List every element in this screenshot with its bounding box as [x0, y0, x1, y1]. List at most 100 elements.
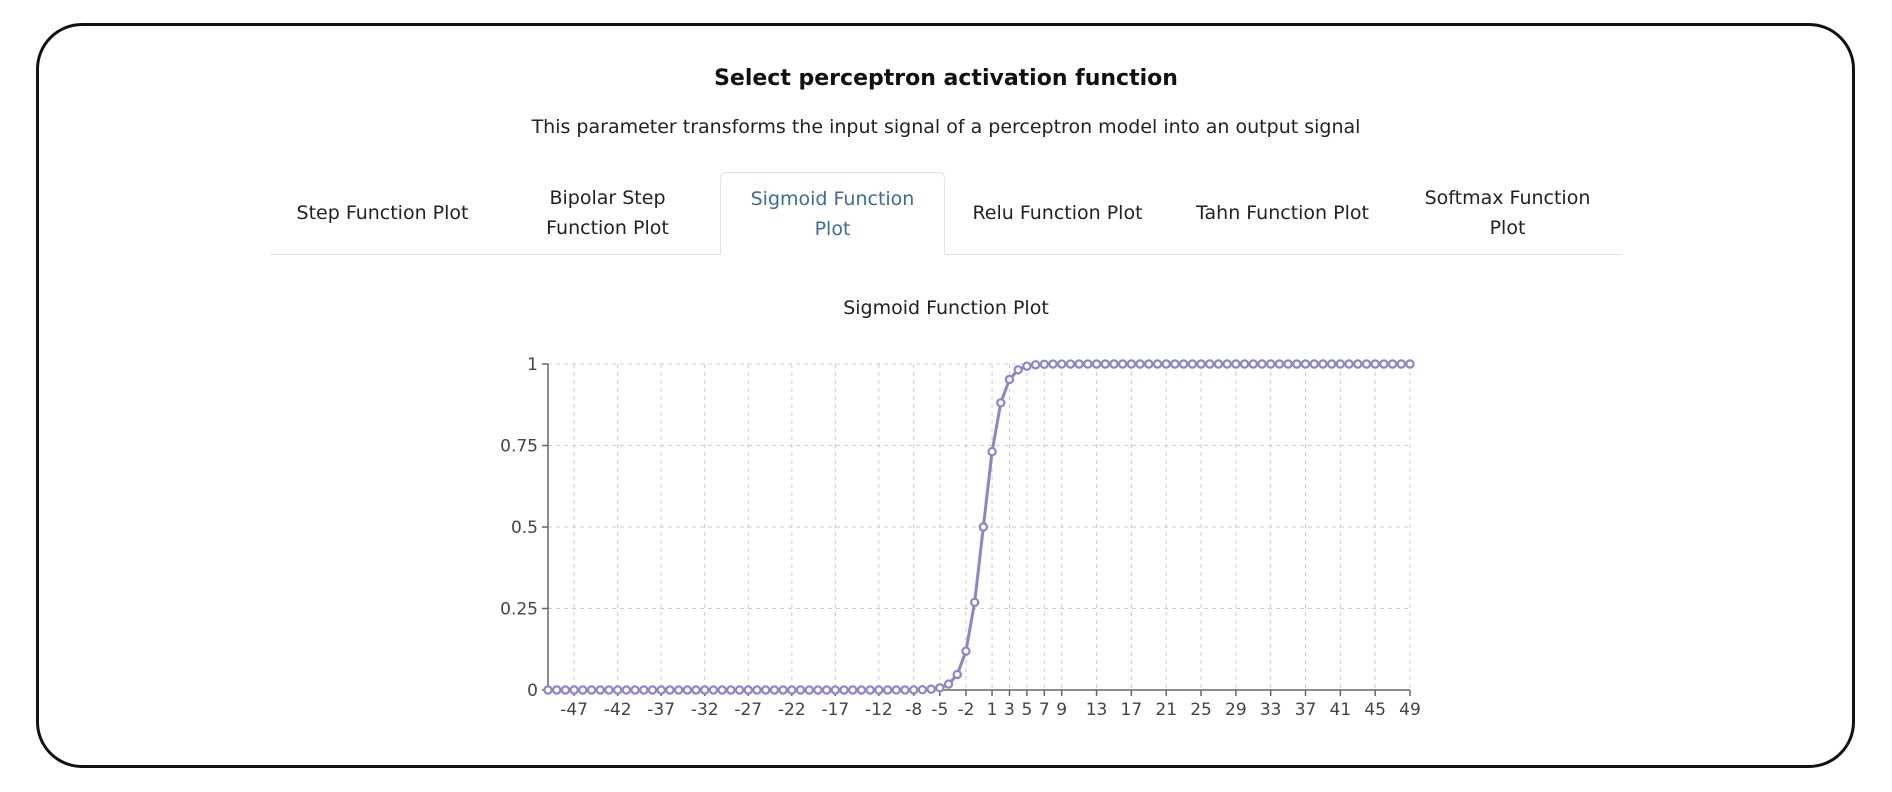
x-tick-label: -17	[821, 700, 849, 720]
x-tick-label: -27	[734, 700, 762, 720]
data-point	[586, 685, 597, 695]
data-point	[787, 685, 797, 695]
data-point	[917, 685, 928, 695]
x-tick-label: -2	[957, 700, 974, 720]
data-point	[639, 685, 649, 695]
data-point	[604, 685, 614, 695]
data-point	[734, 685, 745, 695]
page-subtitle: This parameter transforms the input sign…	[531, 116, 1361, 138]
data-point	[996, 398, 1006, 408]
x-tick-label: 13	[1086, 700, 1108, 720]
x-tick-label: -8	[905, 700, 922, 720]
data-point	[943, 679, 954, 689]
x-tick-label: 3	[1004, 700, 1015, 720]
data-point	[1396, 359, 1406, 369]
data-point	[813, 685, 823, 695]
x-tick-label: 37	[1295, 700, 1317, 720]
data-point	[1344, 359, 1354, 369]
y-tick-label: 1	[527, 355, 538, 375]
data-point	[769, 685, 780, 695]
card-frame	[36, 23, 1855, 768]
x-tick-label: -42	[604, 700, 632, 720]
data-point	[1048, 359, 1058, 369]
data-point	[839, 685, 849, 695]
data-point	[1039, 359, 1050, 369]
data-point	[673, 685, 684, 695]
data-point	[569, 685, 579, 695]
data-point	[1135, 359, 1145, 369]
data-point	[595, 685, 605, 695]
data-point	[708, 685, 719, 695]
data-point	[1152, 359, 1163, 369]
data-point	[1083, 359, 1093, 369]
tab-bar: Step Function Plot Bipolar Step Function…	[270, 172, 1622, 255]
data-point	[1004, 374, 1015, 385]
data-point	[665, 685, 675, 695]
x-tick-label: -47	[560, 700, 588, 720]
data-point	[1126, 359, 1137, 369]
data-point	[630, 685, 640, 695]
data-point	[1292, 359, 1302, 369]
data-point	[1091, 359, 1102, 369]
tab-sigmoid-function[interactable]: Sigmoid Function Plot	[720, 172, 945, 255]
data-point	[647, 685, 658, 695]
data-point	[900, 685, 910, 695]
data-point	[952, 669, 962, 680]
data-point	[969, 597, 980, 608]
data-point	[795, 685, 806, 695]
data-point	[1405, 359, 1415, 369]
data-point	[1013, 365, 1023, 375]
data-point	[882, 685, 893, 695]
data-point	[543, 685, 553, 695]
data-point	[978, 522, 989, 532]
data-point	[961, 646, 971, 656]
data-point	[1379, 359, 1389, 369]
data-point	[821, 685, 832, 695]
data-point	[717, 685, 727, 695]
x-tick-label: 41	[1330, 700, 1352, 720]
x-tick-label: 29	[1225, 700, 1247, 720]
y-tick-label: 0.75	[500, 437, 538, 457]
x-tick-label: 7	[1039, 700, 1050, 720]
x-tick-label: 17	[1121, 700, 1143, 720]
tab-tahn-function[interactable]: Tahn Function Plot	[1196, 202, 1369, 224]
tab-bipolar-step-function[interactable]: Bipolar Step Function Plot	[546, 187, 669, 239]
data-point	[804, 685, 814, 695]
data-point	[700, 685, 710, 695]
x-tick-label: 9	[1056, 700, 1067, 720]
data-point	[891, 685, 901, 695]
data-point	[1213, 359, 1224, 369]
data-point	[1248, 359, 1258, 369]
data-point	[691, 685, 701, 695]
x-tick-label: -22	[778, 700, 806, 720]
x-tick-label: 49	[1399, 700, 1421, 720]
x-tick-label: 5	[1021, 700, 1032, 720]
data-point	[856, 685, 867, 695]
x-tick-label: 33	[1260, 700, 1282, 720]
chart-title: Sigmoid Function Plot	[843, 297, 1049, 319]
data-point	[935, 683, 945, 693]
data-point	[552, 685, 562, 695]
data-point	[778, 685, 788, 695]
data-point	[848, 685, 858, 695]
tab-softmax-function[interactable]: Softmax Function Plot	[1424, 187, 1591, 239]
data-point	[1239, 359, 1250, 369]
data-point	[1100, 359, 1110, 369]
data-point	[612, 685, 623, 695]
tab-relu-function[interactable]: Relu Function Plot	[972, 202, 1143, 224]
data-point	[1370, 359, 1380, 369]
tab-step-function[interactable]: Step Function Plot	[296, 202, 469, 224]
data-point	[1283, 359, 1293, 369]
data-point	[656, 685, 666, 695]
data-point	[1318, 359, 1328, 369]
y-tick-label: 0.5	[511, 518, 538, 538]
x-tick-label: -37	[647, 700, 675, 720]
data-point	[1257, 359, 1267, 369]
x-tick-label: 1	[987, 700, 998, 720]
x-tick-label: -32	[691, 700, 719, 720]
data-point	[578, 685, 588, 695]
data-point	[1300, 359, 1311, 369]
data-point	[1387, 359, 1398, 369]
data-point	[1196, 359, 1206, 369]
